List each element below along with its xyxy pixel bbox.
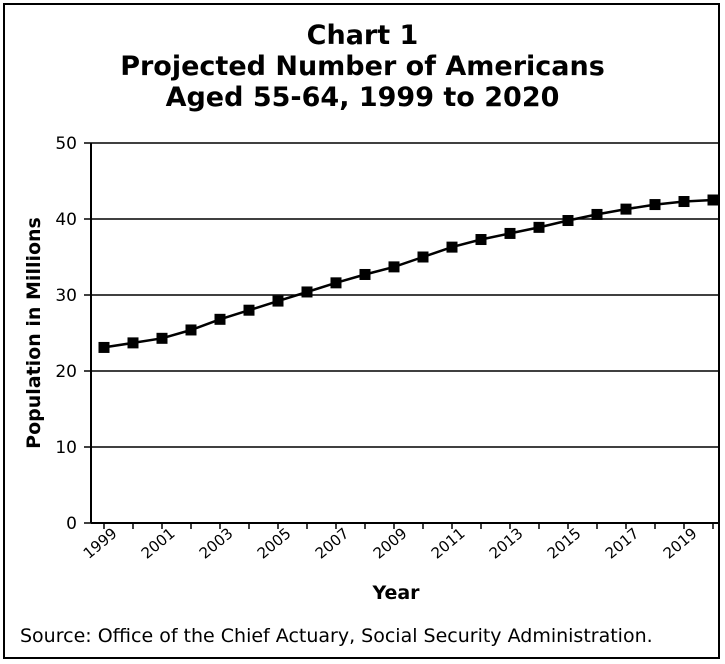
x-tick-labels: 1999 2001 2003 2005 2007 2009 2011 2013 2015 2017… (80, 524, 701, 562)
series (98, 194, 719, 353)
y-tick-label-10: 10 (55, 438, 77, 458)
data-point-2003 (214, 313, 226, 325)
data-point-2010 (417, 251, 429, 263)
chart-title-line-1: Chart 1 (306, 20, 419, 51)
data-point-2007 (330, 277, 342, 289)
data-point-2005 (272, 295, 284, 307)
chart-title: Chart 1 Projected Number of Americans Ag… (0, 20, 725, 113)
x-tick-label-2011: 2011 (428, 524, 469, 562)
y-tick-labels: 0 10 20 30 40 50 (55, 134, 77, 534)
x-axis-label: Year (371, 582, 420, 604)
data-point-2006 (301, 286, 313, 298)
chart-title-line-2: Projected Number of Americans (120, 51, 605, 82)
x-tick-label-2001: 2001 (138, 524, 179, 562)
data-point-2017 (620, 203, 632, 215)
gridlines (84, 142, 720, 529)
data-point-2004 (243, 304, 255, 316)
y-axis-label: Population in Millions (23, 217, 45, 449)
data-point-2013 (504, 227, 516, 239)
data-point-2011 (446, 241, 458, 253)
data-point-2014 (533, 221, 545, 233)
y-tick-label-40: 40 (55, 210, 77, 230)
series-line (103, 198, 714, 349)
chart-title-line-3: Aged 55-64, 1999 to 2020 (165, 82, 560, 113)
x-tick-label-2019: 2019 (660, 524, 701, 562)
y-tick-label-20: 20 (55, 362, 77, 382)
source-note: Source: Office of the Chief Actuary, Soc… (20, 625, 653, 647)
data-point-2016 (591, 208, 603, 220)
data-point-2009 (388, 261, 400, 273)
x-tick-label-2007: 2007 (312, 524, 353, 562)
data-point-2015 (562, 215, 574, 227)
data-point-2001 (156, 332, 168, 344)
data-point-1999 (98, 341, 110, 353)
y-tick-label-50: 50 (55, 134, 77, 154)
x-tick-label-2013: 2013 (486, 524, 527, 562)
x-tick-label-2015: 2015 (544, 524, 585, 562)
x-tick-label-2017: 2017 (602, 524, 643, 562)
data-point-2008 (359, 268, 371, 280)
data-point-2020 (707, 194, 719, 206)
data-point-2012 (475, 234, 487, 246)
y-tick-label-30: 30 (55, 286, 77, 306)
y-tick-label-0: 0 (66, 514, 77, 534)
chart-frame (3, 3, 720, 659)
x-tick-label-2005: 2005 (254, 524, 295, 562)
data-point-2000 (127, 337, 139, 349)
data-point-2018 (649, 199, 661, 211)
data-point-2002 (185, 324, 197, 336)
x-tick-label-2003: 2003 (196, 524, 237, 562)
x-tick-label-2009: 2009 (370, 524, 411, 562)
data-point-2019 (678, 196, 690, 208)
x-tick-label-1999: 1999 (80, 524, 121, 562)
